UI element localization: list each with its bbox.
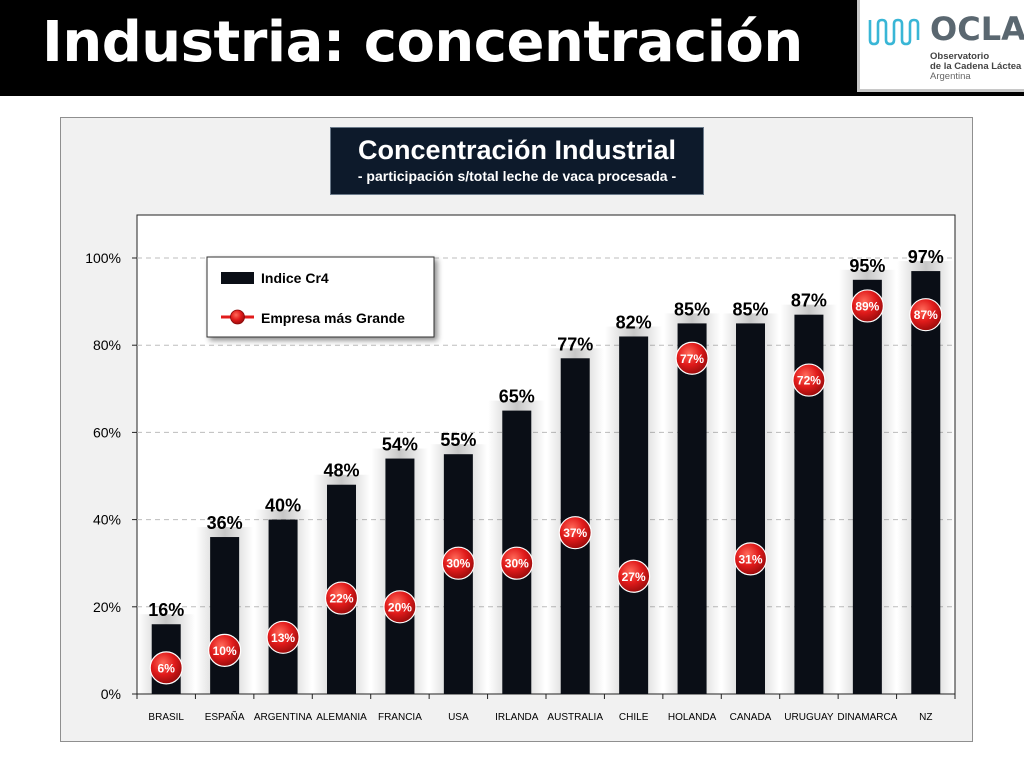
marker-value-label: 6% (158, 661, 176, 675)
marker (558, 516, 592, 550)
marker-value-label: 77% (680, 352, 704, 366)
markers: 6% 10% 13% 22% 20% 30% 30% 37% 27% 77% 31% 72% 89% 87… (149, 289, 943, 685)
bar (911, 271, 941, 694)
bar-value-label: 16% (148, 600, 184, 620)
bar-value-label: 36% (207, 513, 243, 533)
marker-value-label: 20% (388, 600, 412, 614)
legend-marker-swatch (230, 309, 245, 325)
y-tick-label: 40% (93, 512, 121, 528)
marker-value-label: 10% (213, 644, 237, 658)
slide-title: Industria: concentración (42, 10, 803, 75)
bar (677, 323, 707, 694)
marker-value-label: 87% (914, 308, 938, 322)
bar-value-label: 82% (616, 312, 652, 332)
legend-label-empresa: Empresa más Grande (261, 310, 405, 326)
marker-value-label: 72% (797, 374, 821, 388)
x-tick-label: ESPAÑA (205, 710, 245, 723)
y-tick-label: 60% (93, 424, 121, 440)
bar-value-label: 48% (323, 461, 359, 481)
marker (733, 542, 768, 576)
x-tick-label: IRLANDA (495, 712, 539, 723)
chart-title-box: Concentración Industrial - participación… (330, 127, 704, 195)
x-tick-label: HOLANDA (668, 712, 717, 723)
bar-value-label: 54% (382, 435, 418, 455)
x-tick-label: AUSTRALIA (547, 712, 603, 723)
bar-value-label: 55% (440, 430, 476, 450)
marker (324, 581, 359, 615)
bar (619, 336, 649, 694)
marker (675, 341, 709, 375)
chart-title: Concentración Industrial (357, 135, 677, 165)
marker (208, 633, 242, 668)
bar-value-label: 40% (265, 496, 301, 516)
y-axis: 0% 20% 40% 60% 80% 100% (85, 250, 137, 702)
chart-subtitle: - participación s/total leche de vaca pr… (357, 168, 677, 184)
legend-label-cr4: Indice Cr4 (261, 270, 329, 286)
marker-value-label: 37% (563, 526, 587, 540)
bar-value-label: 97% (908, 247, 944, 267)
x-tick-label: ALEMANIA (316, 712, 367, 723)
legend: Indice Cr4 Empresa más Grande (206, 256, 435, 338)
logo-name: OCLA (930, 10, 1024, 48)
x-tick-label: FRANCIA (378, 712, 422, 723)
legend-bar-swatch (221, 272, 254, 284)
x-tick-label: DINAMARCA (837, 712, 897, 723)
bar (736, 323, 765, 694)
bar (210, 537, 240, 694)
logo-line-2: de la Cadena Láctea (930, 61, 1022, 72)
bar (268, 519, 298, 694)
logo-line-1: Observatorio (930, 51, 990, 62)
marker-value-label: 89% (855, 299, 879, 313)
y-tick-label: 100% (85, 250, 121, 266)
bar (852, 279, 882, 694)
legend-box (206, 256, 435, 338)
marker (792, 363, 826, 397)
header-bar (0, 0, 1024, 96)
y-tick-label: 20% (93, 599, 121, 615)
marker (383, 590, 417, 624)
x-tick-label: USA (448, 712, 469, 723)
logo-wave-icon (868, 18, 920, 46)
marker-value-label: 27% (622, 570, 646, 584)
marker (500, 546, 534, 580)
marker (617, 559, 651, 593)
marker (266, 620, 300, 654)
marker (850, 289, 884, 323)
x-tick-label: ARGENTINA (254, 712, 313, 723)
marker-value-label: 13% (271, 631, 295, 645)
bar (385, 458, 415, 694)
x-tick-label: CHILE (619, 712, 649, 723)
logo-line-3: Argentina (930, 71, 971, 82)
y-tick-label: 0% (101, 686, 121, 702)
x-tick-label: CANADA (730, 712, 772, 723)
marker-value-label: 22% (329, 592, 353, 606)
bar-value-label: 87% (791, 291, 827, 311)
x-tick-label: BRASIL (148, 712, 184, 723)
marker-value-label: 30% (446, 557, 470, 571)
bar-value-label: 85% (674, 299, 710, 319)
marker-value-label: 30% (505, 557, 529, 571)
y-tick-label: 80% (93, 337, 121, 353)
x-axis: BRASIL ESPAÑA ARGENTINA ALEMANIA FRANCIA USA I… (136, 694, 956, 723)
logo: OCLA Observatorio de la Cadena Láctea Ar… (857, 0, 1024, 92)
marker (909, 298, 943, 332)
marker (441, 546, 475, 580)
marker-value-label: 31% (738, 552, 762, 566)
bar-labels: 16% 36% 40% 48% 54% 55% 65% 77% 82% 85% 85% 87% 95% 9… (148, 247, 944, 620)
bar-value-label: 77% (557, 334, 593, 354)
x-tick-label: NZ (919, 712, 932, 723)
x-tick-label: URUGUAY (784, 712, 834, 723)
bar-value-label: 85% (732, 299, 768, 319)
bar-value-label: 65% (499, 387, 535, 407)
bar-value-label: 95% (849, 256, 885, 276)
marker (149, 651, 183, 685)
